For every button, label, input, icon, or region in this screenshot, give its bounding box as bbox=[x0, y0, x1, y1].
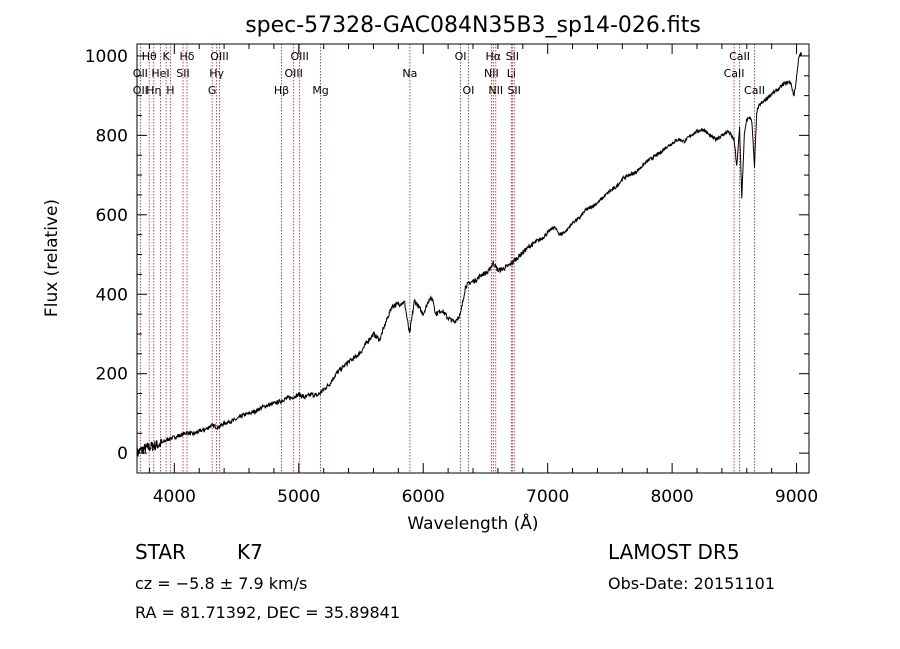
marker-label-19: Hη bbox=[146, 84, 161, 97]
x-tick-label: 6000 bbox=[402, 487, 445, 507]
marker-label-8: CaII bbox=[729, 50, 750, 63]
y-axis-label: Flux (relative) bbox=[42, 199, 62, 317]
marker-label-3: OIII bbox=[210, 50, 228, 63]
x-tick-label: 7000 bbox=[526, 487, 569, 507]
marker-label-11: SII bbox=[176, 67, 189, 80]
marker-label-25: NII bbox=[488, 84, 503, 97]
observation-date: Obs-Date: 20151101 bbox=[608, 574, 775, 593]
marker-label-2: Hδ bbox=[180, 50, 195, 63]
marker-label-10: HeI bbox=[151, 67, 169, 80]
marker-label-27: CaII bbox=[744, 84, 765, 97]
chart-title: spec-57328-GAC084N35B3_sp14-026.fits bbox=[245, 13, 701, 38]
marker-label-13: OIII bbox=[284, 67, 302, 80]
x-tick-label: 5000 bbox=[277, 487, 320, 507]
marker-label-0: Hθ bbox=[142, 50, 157, 63]
marker-label-26: SII bbox=[507, 84, 520, 97]
y-tick-label: 1000 bbox=[85, 47, 128, 67]
marker-label-23: Mg bbox=[312, 84, 328, 97]
marker-lines bbox=[139, 44, 755, 473]
marker-label-22: Hβ bbox=[274, 84, 289, 97]
marker-label-21: G bbox=[208, 84, 217, 97]
y-tick-label: 600 bbox=[96, 206, 128, 226]
spectrum-line bbox=[136, 51, 802, 459]
object-class: STAR bbox=[135, 540, 186, 564]
marker-label-17: CaII bbox=[724, 67, 745, 80]
redshift-velocity: cz = −5.8 ± 7.9 km/s bbox=[135, 574, 307, 593]
marker-label-16: Li bbox=[507, 67, 516, 80]
marker-label-24: OI bbox=[462, 84, 474, 97]
y-axis-ticks: 0 200 400 600 800 1000 bbox=[85, 47, 809, 474]
marker-label-14: Na bbox=[402, 67, 417, 80]
marker-label-15: NII bbox=[484, 67, 499, 80]
x-tick-label: 9000 bbox=[775, 487, 818, 507]
marker-label-5: OI bbox=[455, 50, 467, 63]
coordinates: RA = 81.71392, DEC = 35.89841 bbox=[135, 603, 400, 622]
plot-frame bbox=[136, 43, 810, 474]
marker-label-20: H bbox=[166, 84, 174, 97]
spectral-subclass: K7 bbox=[237, 540, 263, 564]
marker-label-6: Hα bbox=[486, 50, 502, 63]
marker-label-9: OII bbox=[133, 67, 148, 80]
y-tick-label: 200 bbox=[96, 365, 128, 385]
x-tick-label: 8000 bbox=[650, 487, 693, 507]
x-axis-ticks: 4000 5000 6000 7000 8000 9000 bbox=[148, 44, 818, 507]
x-axis-label: Wavelength (Å) bbox=[407, 512, 538, 534]
survey-name: LAMOST DR5 bbox=[608, 540, 740, 564]
marker-labels: Hθ K Hδ OIII OIII OI Hα SII CaII OII HeI SII Hγ OIII N… bbox=[133, 50, 765, 97]
marker-label-4: OIII bbox=[290, 50, 308, 63]
marker-label-12: Hγ bbox=[209, 67, 224, 80]
marker-label-7: SII bbox=[506, 50, 519, 63]
marker-label-1: K bbox=[163, 50, 171, 63]
y-tick-label: 400 bbox=[96, 285, 128, 305]
y-tick-label: 0 bbox=[117, 444, 128, 464]
y-tick-label: 800 bbox=[96, 126, 128, 146]
x-tick-label: 4000 bbox=[153, 487, 196, 507]
